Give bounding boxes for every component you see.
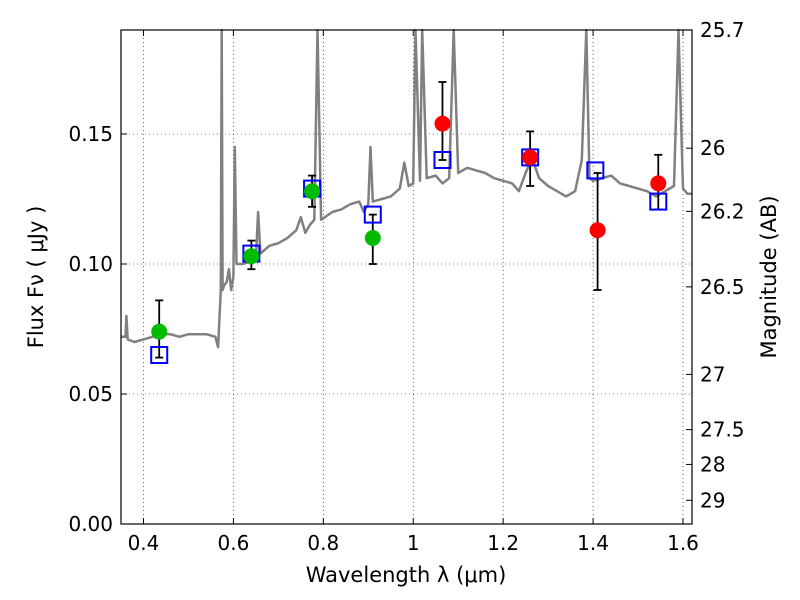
plot-frame bbox=[120, 29, 693, 525]
y2-tick-label: 25.7 bbox=[700, 18, 745, 42]
y2-tick-label: 27 bbox=[700, 362, 725, 386]
x-tick-label: 1 bbox=[407, 531, 420, 555]
red-data-point bbox=[589, 222, 606, 239]
model-flux-box bbox=[363, 205, 382, 224]
model-flux-box bbox=[433, 151, 452, 169]
x-tick-label: 1.6 bbox=[667, 531, 699, 555]
y2-tick-label: 29 bbox=[700, 488, 725, 512]
error-bars bbox=[155, 81, 663, 359]
y2-axis-label: Magnitude (AB) bbox=[757, 195, 781, 358]
green-data-point bbox=[364, 230, 381, 246]
y2-tick-label: 26 bbox=[700, 136, 725, 160]
model-flux-box bbox=[150, 346, 169, 364]
y2-tick-label: 27.5 bbox=[700, 418, 745, 442]
x-tick-label: 0.6 bbox=[217, 531, 249, 555]
green-data-point bbox=[243, 248, 260, 265]
y-tick-label: 0.15 bbox=[68, 122, 113, 146]
x-tick-label: 0.8 bbox=[307, 531, 339, 555]
model-flux-box bbox=[649, 192, 668, 211]
red-data-point bbox=[434, 115, 451, 132]
x-tick-label: 0.4 bbox=[128, 531, 160, 555]
axis-ticks: 0.4 0.6 0.8 1 1.2 1.4 1.6 0.00 0.05 0.10 0.15 25.7 2… bbox=[68, 18, 744, 555]
y2-tick-label: 26.2 bbox=[700, 199, 745, 223]
y-tick-label: 0.10 bbox=[68, 252, 113, 276]
y2-tick-label: 26.5 bbox=[700, 275, 745, 299]
model-flux-box bbox=[586, 161, 605, 180]
x-tick-label: 1.4 bbox=[577, 531, 609, 555]
red-data-point bbox=[650, 175, 667, 192]
green-data-point bbox=[151, 323, 168, 340]
y-tick-label: 0.05 bbox=[68, 382, 113, 406]
observed-points bbox=[151, 115, 667, 340]
y2-tick-label: 28 bbox=[700, 452, 725, 476]
x-axis-label: Wavelength λ (μm) bbox=[306, 563, 507, 587]
green-data-point bbox=[304, 183, 321, 200]
red-data-point bbox=[522, 149, 539, 166]
y-tick-label: 0.00 bbox=[68, 512, 113, 536]
y-axis-label: Flux Fν ( μJy ) bbox=[24, 206, 48, 349]
model-spectrum-line bbox=[121, 28, 692, 349]
x-tick-label: 1.2 bbox=[487, 531, 519, 555]
grid-lines bbox=[121, 30, 692, 524]
